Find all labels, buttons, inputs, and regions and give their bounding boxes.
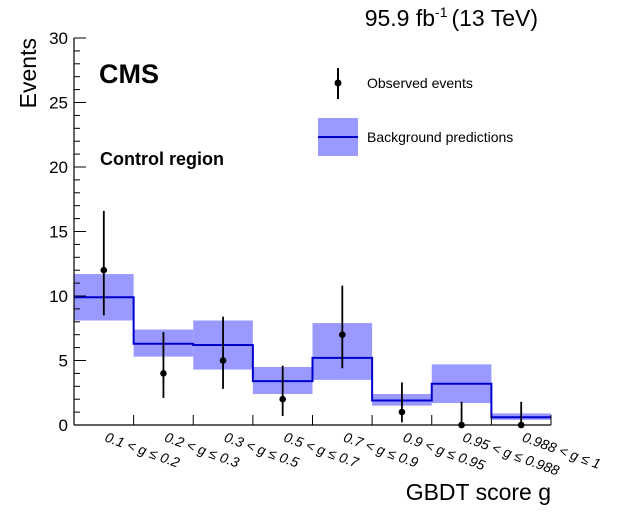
legend-observed-marker [334,68,342,99]
observed-point [219,316,227,389]
x-axis-title: GBDT score g [406,479,551,505]
observed-point [279,365,286,416]
lumi-label: 95.9 fb-1 (13 TeV) [365,4,538,31]
legend-background-marker [318,118,358,156]
y-tick-label: 20 [49,158,68,177]
observed-point [339,285,346,369]
legend-background-label: Background predictions [367,129,513,145]
y-tick-label: 25 [49,94,68,113]
legend: Observed events Background predictions [318,68,513,156]
lumi-superscript: -1 [435,4,448,20]
observed-point [160,332,167,398]
y-axis-title: Events [15,38,41,108]
observed-point [458,401,465,429]
legend-observed-label: Observed events [367,75,473,91]
uncertainty-bands [74,274,551,420]
lumi-energy: (13 TeV) [451,5,538,31]
y-tick-label: 5 [59,352,68,371]
observed-point [100,210,108,316]
observed-point [398,382,406,423]
y-tick-label: 0 [59,416,68,435]
region-label: Control region [100,149,224,169]
observed-points [100,210,525,429]
y-tick-label: 10 [49,287,68,306]
y-tick-label: 15 [49,223,68,242]
experiment-label: CMS [99,59,159,89]
y-tick-label: 30 [49,29,68,48]
